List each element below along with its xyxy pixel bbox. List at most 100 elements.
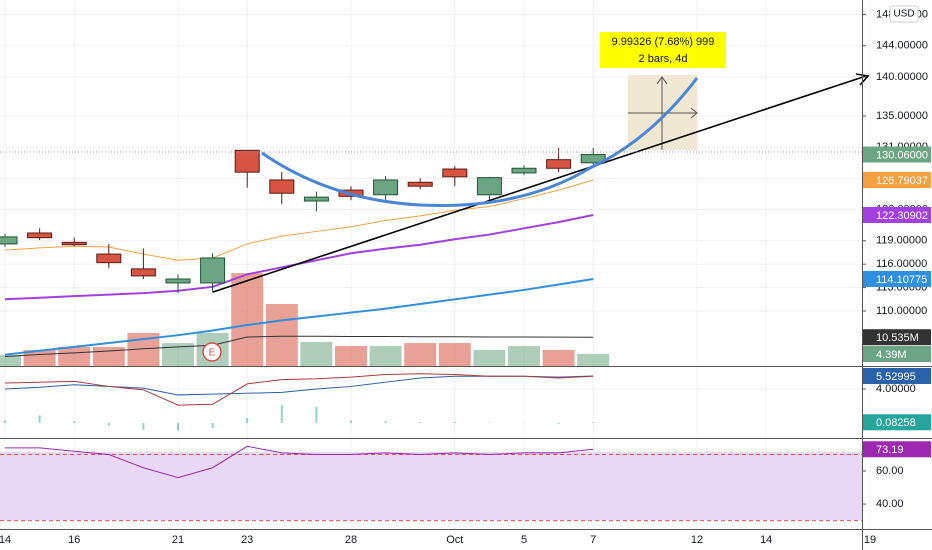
candle-body [269, 179, 295, 194]
macd-histogram [142, 422, 145, 430]
volume-bar [265, 303, 298, 366]
macd-histogram [315, 406, 318, 423]
y-tick-label: 4.00000 [876, 383, 916, 395]
volume-bar [58, 346, 91, 366]
volume-ma [4, 335, 594, 357]
candle-body [130, 268, 156, 277]
macd-histogram [350, 420, 352, 423]
rsi-band-fill [0, 452, 862, 520]
volume-bar [162, 343, 194, 366]
volume-bar [369, 346, 402, 366]
moving-average [4, 277, 594, 356]
cup-curve [261, 77, 699, 207]
macd-histogram [177, 422, 179, 431]
macd-histogram [211, 422, 214, 429]
price-badge-label: 114.10775 [876, 274, 927, 286]
y-tick-label: 40.00 [876, 498, 904, 510]
y-tick-label: 60.00 [876, 465, 904, 477]
candle-body [373, 179, 399, 196]
macd-histogram [384, 421, 387, 423]
candle-body [96, 253, 122, 264]
price-badge [863, 206, 931, 223]
rsi-line [5, 445, 594, 479]
price-badge [863, 146, 931, 163]
price-badge-label: 0.08258 [876, 417, 916, 429]
price-badge-label: 126.79037 [876, 175, 928, 187]
volume-bar [92, 346, 125, 366]
candle-body [546, 159, 572, 169]
x-tick-label: 19 [864, 534, 876, 546]
currency: USD [893, 9, 914, 20]
moving-average [4, 179, 594, 261]
x-tick-label: 7 [590, 534, 596, 546]
event-label: E [209, 348, 216, 359]
candle-body [442, 168, 468, 178]
candle-body [234, 149, 260, 173]
volume-bar [404, 343, 437, 366]
currency-box[interactable] [889, 5, 919, 23]
measure-arrow-head [690, 107, 698, 119]
event-marker[interactable] [202, 342, 222, 362]
volume-bar [231, 273, 264, 366]
candle-body [511, 167, 537, 174]
candle-body [165, 278, 191, 284]
x-tick-label: 14 [760, 534, 772, 546]
price-badge-label: 122.30902 [876, 210, 928, 222]
macd-histogram [280, 405, 283, 423]
x-tick-label: Oct [446, 534, 463, 546]
x-tick-label: 23 [241, 534, 253, 546]
volume-bar [335, 346, 367, 366]
y-tick-label: 144.00000 [876, 40, 928, 52]
plot [0, 147, 862, 522]
candle-body [303, 196, 329, 202]
volume-bar [300, 341, 333, 366]
measure-label: 2 bars, 4d [639, 53, 688, 65]
price-badge [863, 346, 931, 363]
price-badge [863, 414, 931, 431]
volume-bar [438, 343, 471, 366]
y-tick-label: 140.00000 [876, 71, 928, 83]
y-tick-label: 135.00000 [876, 110, 928, 122]
axes: 1416212328Oct57121419148.00000144.000001… [0, 8, 931, 546]
macd-histogram [419, 422, 422, 423]
volume-bar [0, 355, 21, 366]
macd-histogram [38, 415, 41, 423]
price-badge [863, 172, 931, 189]
volume-bar [473, 349, 506, 366]
macd-histogram [453, 422, 456, 423]
price-badge [863, 441, 931, 458]
macd-histogram [557, 422, 560, 424]
measure-label: 9.99326 (7.68%) 999 [612, 36, 715, 48]
volume-bar [542, 349, 575, 366]
price-badge [863, 367, 931, 384]
macd-histogram [73, 421, 76, 423]
macd-line [4, 373, 594, 406]
price-badge-label: 10.535M [876, 332, 919, 344]
x-tick-label: 21 [172, 534, 184, 546]
candle-body [476, 177, 502, 196]
macd-histogram [4, 420, 6, 423]
candle-body [27, 232, 53, 239]
candle-body [0, 236, 18, 245]
y-tick-label: 110.00000 [876, 305, 927, 317]
measure-label-box [600, 32, 726, 68]
macd-histogram [592, 422, 595, 423]
x-tick-label: 16 [68, 534, 80, 546]
x-tick-label: 5 [521, 534, 527, 546]
price-badge [863, 270, 931, 287]
price-badge-label: 130.06000 [876, 149, 928, 161]
price-badge-label: 5.52995 [876, 371, 916, 383]
x-tick-label: 14 [0, 534, 11, 546]
price-badge-label: 73.19 [876, 444, 904, 456]
measure-arrow-head [656, 76, 668, 85]
y-tick-label: 119.00000 [876, 235, 927, 247]
volume-bar [577, 354, 610, 366]
volume-bar [508, 346, 540, 366]
candle-body [407, 181, 433, 187]
x-tick-label: 28 [345, 534, 357, 546]
macd-histogram [107, 422, 110, 426]
x-tick-label: 12 [691, 534, 703, 546]
price-badge [863, 329, 931, 346]
candle-body [61, 241, 87, 246]
